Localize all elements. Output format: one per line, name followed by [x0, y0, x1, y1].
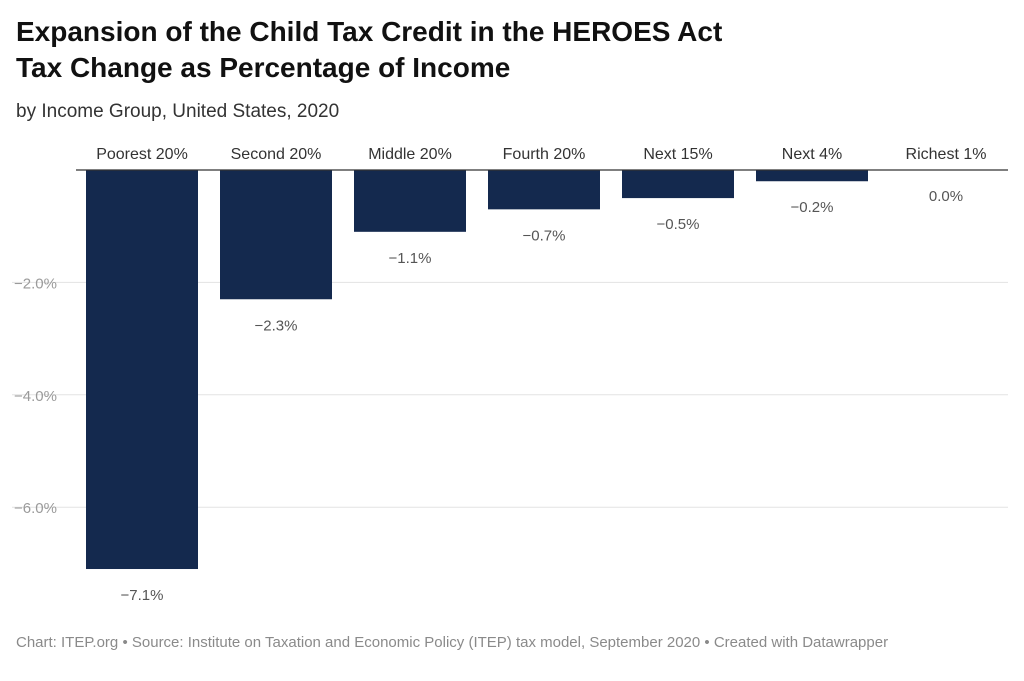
- category-label: Second 20%: [231, 146, 322, 163]
- category-label: Poorest 20%: [96, 146, 188, 163]
- category-label: Next 15%: [643, 146, 712, 163]
- footer-created-with: Created with Datawrapper: [713, 634, 889, 651]
- chart-subtitle: by Income Group, United States, 2020: [16, 101, 340, 122]
- value-label: −0.5%: [657, 216, 700, 233]
- y-tick-label: −6.0%: [14, 500, 57, 517]
- chart-title-line-1: Expansion of the Child Tax Credit in the…: [16, 16, 723, 47]
- category-label: Middle 20%: [368, 146, 452, 163]
- chart-title: Expansion of the Child Tax Credit in the…: [16, 14, 1006, 86]
- footer-source: Source: Institute on Taxation and Econom…: [131, 634, 701, 651]
- bar: [622, 170, 734, 199]
- bar: [220, 170, 332, 300]
- value-label: −0.7%: [523, 227, 566, 244]
- footer-separator: •: [700, 634, 714, 651]
- value-label: −0.2%: [791, 199, 834, 216]
- value-label: −1.1%: [389, 250, 432, 267]
- footer-chart-credit: Chart: ITEP.org: [16, 634, 119, 651]
- bar: [488, 170, 600, 210]
- bar: [354, 170, 466, 232]
- chart-title-line-2: Tax Change as Percentage of Income: [16, 52, 511, 83]
- value-label: −2.3%: [255, 317, 298, 334]
- chart-footer: Chart: ITEP.org • Source: Institute on T…: [16, 634, 888, 651]
- value-label: −7.1%: [121, 587, 164, 604]
- y-tick-label: −4.0%: [14, 388, 57, 405]
- bar: [86, 170, 198, 570]
- category-label: Next 4%: [782, 146, 842, 163]
- category-label: Richest 1%: [906, 146, 987, 163]
- footer-separator: •: [118, 634, 132, 651]
- y-tick-label: −2.0%: [14, 275, 57, 292]
- bar: [756, 170, 868, 182]
- value-label: 0.0%: [929, 188, 963, 205]
- category-label: Fourth 20%: [503, 146, 586, 163]
